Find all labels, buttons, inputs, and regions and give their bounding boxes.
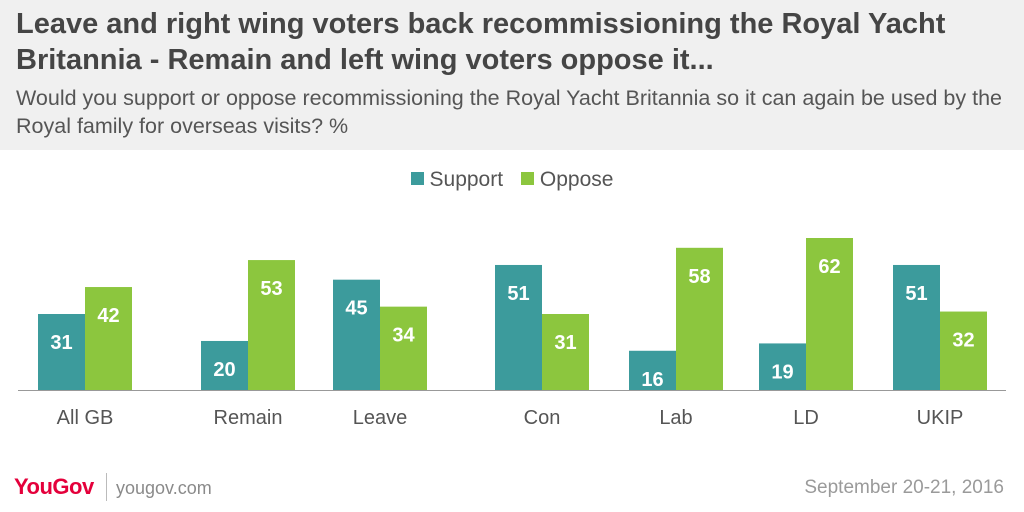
bar-oppose	[380, 306, 427, 390]
category-label: UKIP	[917, 407, 964, 429]
footer-url: yougov.com	[116, 478, 212, 498]
data-label-oppose: 31	[554, 332, 576, 354]
bar-oppose	[542, 314, 589, 390]
bar-oppose	[248, 260, 295, 390]
category-label: Remain	[214, 407, 283, 429]
bar-support	[893, 264, 940, 390]
chart-subtitle: Would you support or oppose recommission…	[16, 86, 1002, 138]
data-label-support: 51	[905, 283, 927, 305]
legend-swatch-oppose	[520, 171, 534, 185]
data-label-oppose: 62	[818, 256, 840, 278]
data-label-support: 45	[345, 298, 367, 320]
data-label-support: 19	[771, 361, 793, 383]
data-label-support: 31	[50, 332, 72, 354]
yougov-logo: YouGov	[14, 474, 94, 499]
bar-oppose	[940, 311, 987, 390]
data-label-support: 16	[641, 369, 663, 391]
data-label-oppose: 53	[260, 278, 282, 300]
data-label-oppose: 42	[97, 305, 119, 327]
bar-support	[759, 343, 806, 390]
data-label-oppose: 58	[688, 266, 710, 288]
data-label-support: 51	[507, 283, 529, 305]
bar-support	[495, 264, 542, 390]
legend-label-support: Support	[429, 168, 504, 191]
bar-support	[333, 279, 380, 390]
bar-oppose	[85, 287, 132, 390]
category-label: Leave	[353, 407, 408, 429]
category-label: Lab	[659, 407, 692, 429]
category-label: Con	[524, 407, 561, 429]
bar-oppose	[806, 238, 853, 390]
footer-date: September 20-21, 2016	[804, 477, 1004, 498]
legend: Support Oppose	[0, 168, 1024, 192]
category-label: All GB	[57, 407, 114, 429]
legend-swatch-support	[410, 171, 424, 185]
chart-title: Leave and right wing voters back recommi…	[16, 8, 946, 76]
data-label-oppose: 32	[952, 330, 974, 352]
bar-support	[629, 350, 676, 390]
header-band: Leave and right wing voters back recommi…	[0, 0, 1024, 150]
footer-divider	[106, 473, 107, 501]
bar-support	[38, 314, 85, 390]
legend-item-support: Support	[410, 168, 504, 192]
legend-item-oppose: Oppose	[520, 168, 614, 192]
data-label-oppose: 34	[392, 325, 415, 347]
bar-oppose	[676, 247, 723, 390]
legend-label-oppose: Oppose	[539, 168, 614, 191]
data-label-support: 20	[213, 359, 235, 381]
category-label: LD	[793, 407, 819, 429]
bar-support	[201, 340, 248, 390]
